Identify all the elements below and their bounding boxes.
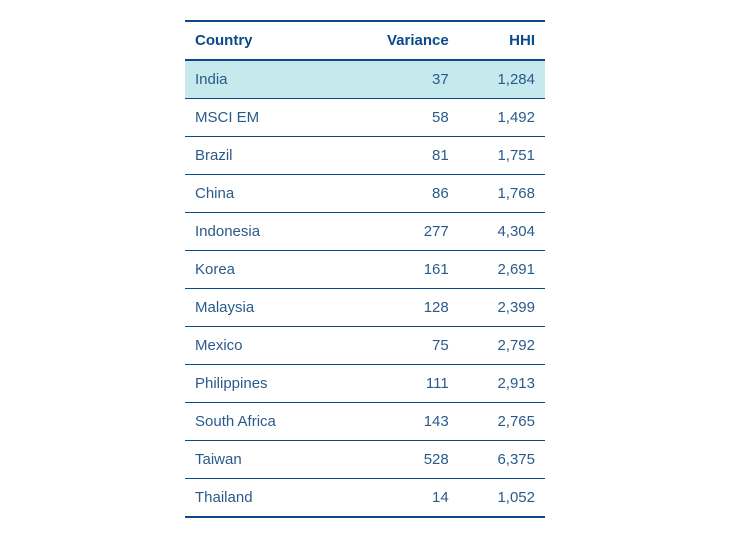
table-row: Indonesia2774,304 (185, 213, 545, 251)
table-row: Malaysia1282,399 (185, 289, 545, 327)
cell-variance: 37 (336, 60, 458, 99)
cell-country: Thailand (185, 479, 336, 518)
cell-variance: 143 (336, 403, 458, 441)
cell-country: China (185, 175, 336, 213)
cell-hhi: 2,691 (459, 251, 545, 289)
cell-country: Philippines (185, 365, 336, 403)
cell-hhi: 2,399 (459, 289, 545, 327)
cell-hhi: 1,768 (459, 175, 545, 213)
cell-hhi: 6,375 (459, 441, 545, 479)
cell-country: Indonesia (185, 213, 336, 251)
cell-hhi: 1,492 (459, 99, 545, 137)
cell-variance: 528 (336, 441, 458, 479)
cell-country: Malaysia (185, 289, 336, 327)
table-row: Thailand141,052 (185, 479, 545, 518)
cell-hhi: 1,284 (459, 60, 545, 99)
cell-hhi: 2,792 (459, 327, 545, 365)
data-table: Country Variance HHI India371,284MSCI EM… (185, 20, 545, 518)
cell-hhi: 2,765 (459, 403, 545, 441)
cell-hhi: 2,913 (459, 365, 545, 403)
cell-hhi: 1,052 (459, 479, 545, 518)
table-row: India371,284 (185, 60, 545, 99)
cell-variance: 81 (336, 137, 458, 175)
table-row: Taiwan5286,375 (185, 441, 545, 479)
table-row: Brazil811,751 (185, 137, 545, 175)
col-country: Country (185, 21, 336, 60)
cell-country: Korea (185, 251, 336, 289)
col-variance: Variance (336, 21, 458, 60)
cell-country: South Africa (185, 403, 336, 441)
table-row: South Africa1432,765 (185, 403, 545, 441)
cell-variance: 58 (336, 99, 458, 137)
cell-hhi: 4,304 (459, 213, 545, 251)
table-row: Philippines1112,913 (185, 365, 545, 403)
table-row: MSCI EM581,492 (185, 99, 545, 137)
header-row: Country Variance HHI (185, 21, 545, 60)
table-body: India371,284MSCI EM581,492Brazil811,751C… (185, 60, 545, 517)
cell-country: MSCI EM (185, 99, 336, 137)
cell-country: Taiwan (185, 441, 336, 479)
cell-country: India (185, 60, 336, 99)
table-container: Country Variance HHI India371,284MSCI EM… (0, 0, 730, 518)
col-hhi: HHI (459, 21, 545, 60)
cell-variance: 111 (336, 365, 458, 403)
table-row: China861,768 (185, 175, 545, 213)
cell-variance: 161 (336, 251, 458, 289)
cell-hhi: 1,751 (459, 137, 545, 175)
cell-variance: 277 (336, 213, 458, 251)
cell-country: Brazil (185, 137, 336, 175)
table-row: Mexico752,792 (185, 327, 545, 365)
cell-variance: 75 (336, 327, 458, 365)
cell-variance: 128 (336, 289, 458, 327)
cell-variance: 14 (336, 479, 458, 518)
table-row: Korea1612,691 (185, 251, 545, 289)
cell-country: Mexico (185, 327, 336, 365)
cell-variance: 86 (336, 175, 458, 213)
